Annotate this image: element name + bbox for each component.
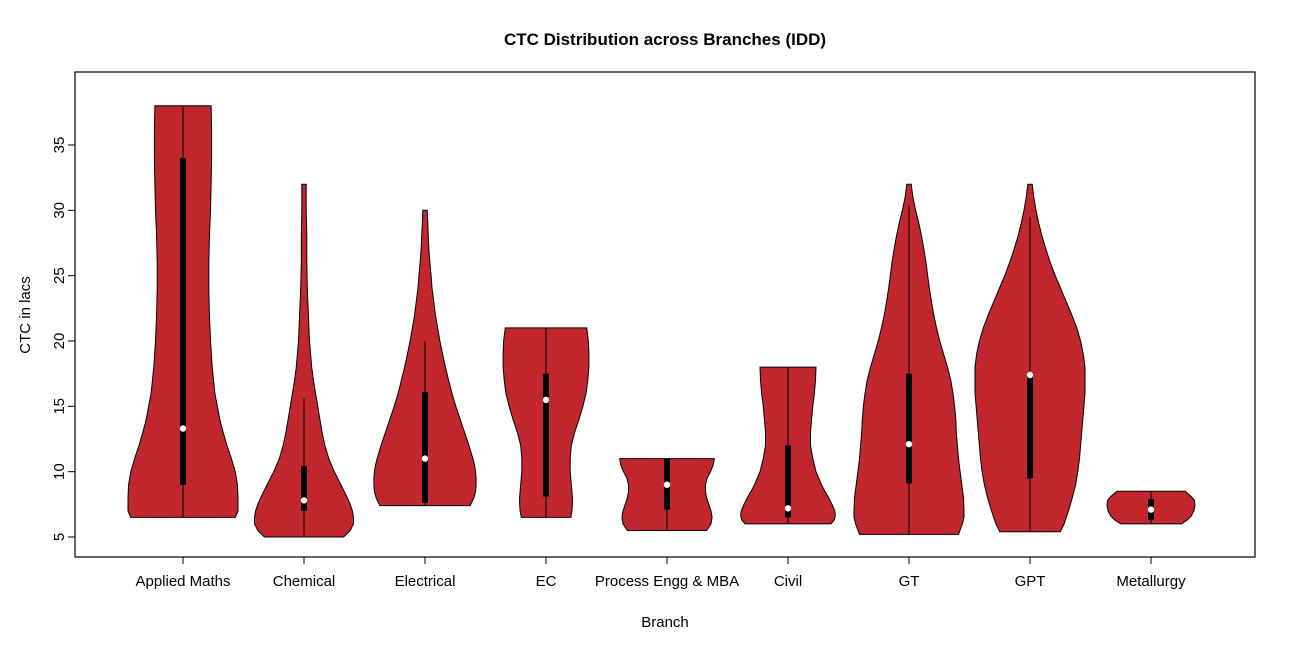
chart-title: CTC Distribution across Branches (IDD) <box>504 30 826 49</box>
plot-border <box>74 71 1256 558</box>
category-label: Applied Maths <box>135 573 230 590</box>
violin-gt <box>853 183 965 535</box>
category-label: EC <box>536 573 557 590</box>
violin-metallurgy <box>1106 490 1196 525</box>
median-dot <box>905 441 913 448</box>
x-axis-title: Branch <box>641 614 689 631</box>
violin-chemical <box>254 183 354 538</box>
median-dot <box>542 396 550 403</box>
category-label: Civil <box>774 573 802 590</box>
y-tick-label: 20 <box>51 333 68 350</box>
plot-content: 5 10 15 20 25 30 35 Applied Maths Chemical Electr… <box>51 105 1196 590</box>
violin-civil <box>740 366 836 525</box>
category-label: Process Engg & MBA <box>595 573 739 590</box>
category-label: GPT <box>1015 573 1046 590</box>
violin-process-engg-mba <box>619 458 715 531</box>
violin-gpt <box>974 183 1086 533</box>
y-tick-label: 35 <box>51 137 68 154</box>
violin-body <box>254 183 354 538</box>
y-tick-label: 15 <box>51 398 68 415</box>
y-tick-label: 25 <box>51 267 68 284</box>
median-dot <box>784 505 792 512</box>
median-dot <box>663 481 671 488</box>
category-label: GT <box>899 573 920 590</box>
y-axis-title: CTC in lacs <box>17 276 34 354</box>
median-dot <box>179 425 187 432</box>
median-dot <box>1026 371 1034 379</box>
y-tick-label: 5 <box>51 533 68 541</box>
violin-applied-maths <box>127 105 239 518</box>
median-dot <box>421 455 429 462</box>
violin-electrical <box>373 209 477 507</box>
category-label: Metallurgy <box>1116 573 1186 590</box>
median-dot <box>1147 506 1155 513</box>
y-tick-label: 10 <box>51 463 68 480</box>
category-label: Electrical <box>395 573 456 590</box>
y-tick-label: 30 <box>51 202 68 219</box>
violin-ec <box>502 327 590 518</box>
category-label: Chemical <box>273 573 336 590</box>
median-dot <box>300 497 308 504</box>
